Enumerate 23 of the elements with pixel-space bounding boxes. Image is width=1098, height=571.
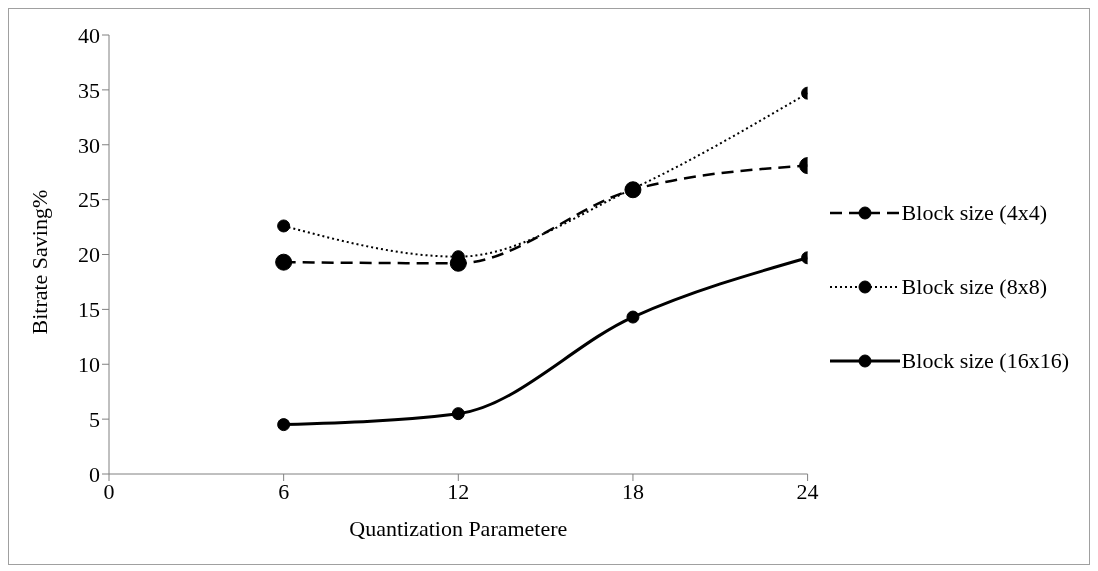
x-tick-label: 18 (621, 478, 644, 504)
point (277, 219, 291, 233)
point (275, 253, 293, 271)
x-tick-label: 12 (447, 478, 470, 504)
y-tick-label: 0 (89, 461, 100, 487)
x-axis-title: Quantization Parametere (349, 516, 568, 541)
point (277, 418, 291, 432)
y-tick-label: 5 (89, 406, 100, 432)
x-tick-label: 24 (796, 478, 819, 504)
legend-label: Block size (4x4) (901, 199, 1047, 226)
y-tick-label: 15 (78, 297, 100, 323)
y-tick-label: 25 (78, 187, 100, 213)
y-tick-label: 35 (78, 77, 100, 103)
x-tick-label: 6 (278, 478, 290, 504)
legend-label: Block size (8x8) (901, 273, 1047, 300)
legend-label: Block size (16x16) (901, 347, 1069, 374)
y-tick-label: 30 (78, 132, 100, 158)
point (626, 310, 640, 324)
point (451, 407, 465, 421)
y-tick-label: 40 (78, 22, 100, 48)
y-tick-label: 10 (78, 352, 100, 378)
y-tick-label: 20 (78, 242, 100, 268)
y-axis-title: Bitrate Saving% (26, 189, 52, 335)
